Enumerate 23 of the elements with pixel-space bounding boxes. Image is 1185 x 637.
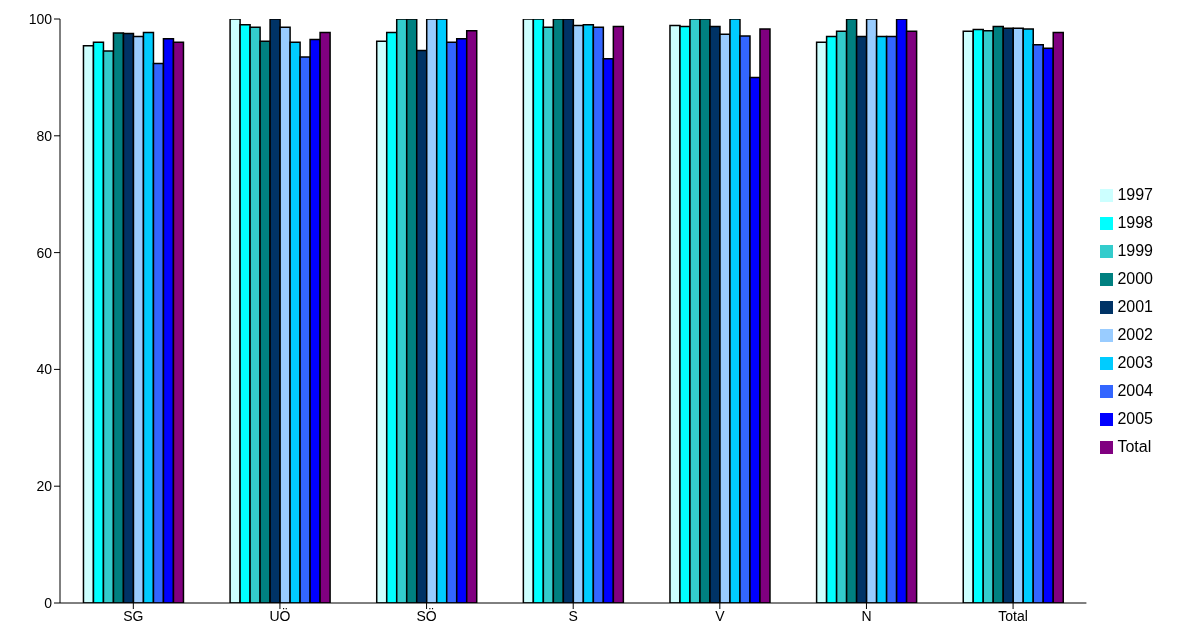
x-tick-label: S	[568, 607, 578, 624]
legend-label: 2000	[1117, 269, 1153, 287]
x-tick-label: SG	[123, 607, 144, 624]
y-tick-label: 100	[28, 10, 53, 27]
legend-label: Total	[1117, 437, 1152, 455]
y-tick-label: 60	[36, 244, 53, 261]
legend-label: 2004	[1117, 381, 1153, 399]
y-tick-label: 20	[36, 478, 53, 495]
y-tick-label: 80	[36, 127, 53, 144]
legend-label: 1998	[1117, 213, 1153, 231]
x-tick-label: SÖ	[416, 606, 437, 624]
legend-label: 2002	[1117, 325, 1153, 343]
x-tick-label: V	[715, 607, 726, 624]
x-tick-label: UÖ	[269, 606, 291, 624]
legend-label: 2005	[1117, 409, 1153, 427]
y-tick-label: 0	[44, 594, 53, 611]
legend-label: 2001	[1117, 297, 1153, 315]
x-tick-label: N	[861, 607, 872, 624]
x-tick-label: Total	[998, 607, 1028, 624]
legend-label: 1999	[1117, 241, 1153, 259]
legend-label: 2003	[1117, 353, 1153, 371]
y-tick-label: 40	[36, 361, 53, 378]
legend-label: 1997	[1117, 185, 1153, 203]
